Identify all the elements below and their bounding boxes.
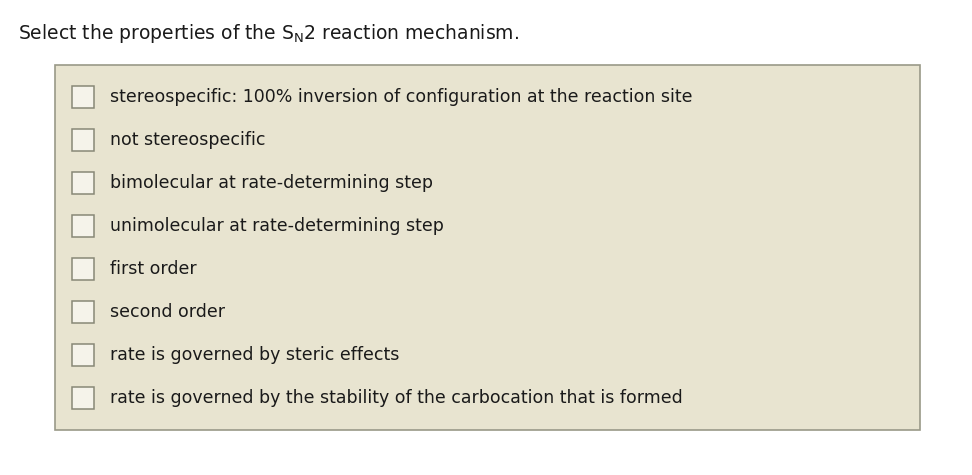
Text: first order: first order	[110, 260, 196, 278]
Bar	[72, 388, 94, 409]
Bar	[72, 344, 94, 366]
Text: bimolecular at rate-determining step: bimolecular at rate-determining step	[110, 174, 433, 192]
Text: unimolecular at rate-determining step: unimolecular at rate-determining step	[110, 217, 444, 235]
Bar	[72, 172, 94, 194]
Bar	[72, 129, 94, 151]
Bar	[72, 86, 94, 107]
Text: stereospecific: 100% inversion of configuration at the reaction site: stereospecific: 100% inversion of config…	[110, 87, 692, 105]
Text: rate is governed by the stability of the carbocation that is formed: rate is governed by the stability of the…	[110, 390, 682, 408]
Text: not stereospecific: not stereospecific	[110, 131, 265, 149]
Text: rate is governed by steric effects: rate is governed by steric effects	[110, 346, 399, 364]
Bar	[55, 65, 920, 430]
Bar	[72, 301, 94, 323]
Bar	[72, 215, 94, 237]
Text: Select the properties of the S$_\mathrm{N}$2 reaction mechanism.: Select the properties of the S$_\mathrm{…	[18, 22, 519, 45]
Text: second order: second order	[110, 303, 225, 321]
Bar	[72, 258, 94, 280]
